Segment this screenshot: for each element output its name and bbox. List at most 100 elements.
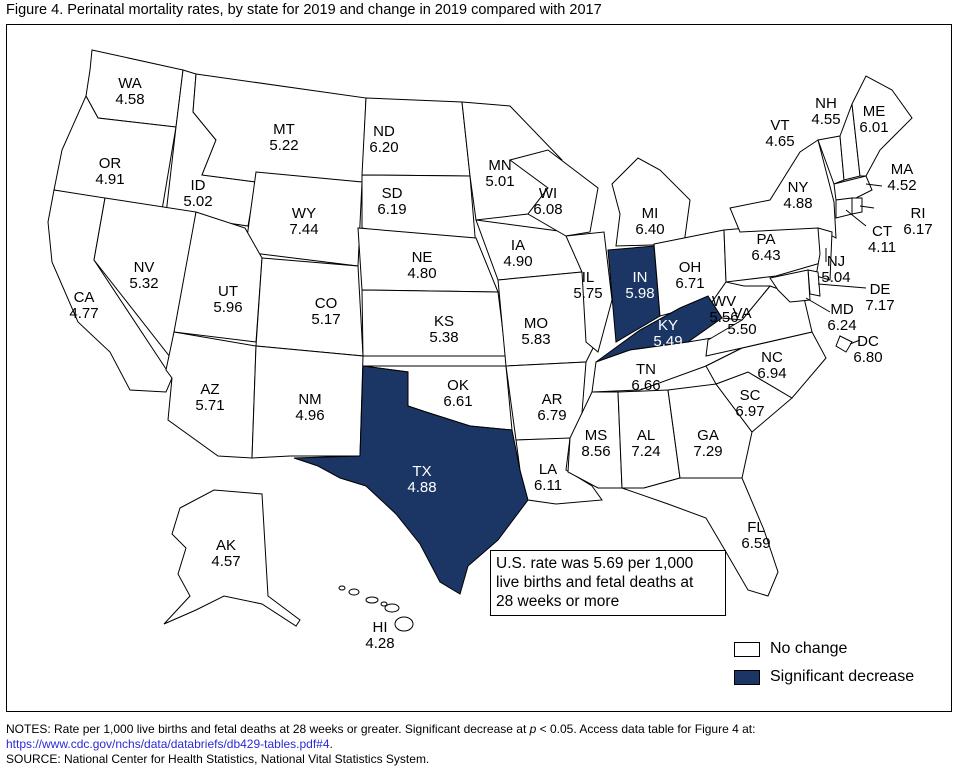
state-abbr-ut: UT bbox=[218, 283, 238, 300]
state-md bbox=[769, 269, 811, 303]
state-ny bbox=[729, 139, 837, 239]
state-rate-ct: 4.11 bbox=[868, 239, 896, 256]
state-abbr-ak: AK bbox=[216, 537, 236, 554]
state-abbr-hi: HI bbox=[373, 619, 388, 636]
note-line-2: live births and fetal deaths at bbox=[496, 574, 694, 591]
state-rate-ma: 4.52 bbox=[887, 177, 916, 194]
state-abbr-ks: KS bbox=[434, 313, 454, 330]
state-ri bbox=[851, 197, 863, 215]
state-abbr-wv: WV bbox=[712, 293, 736, 310]
state-rate-wa: 4.58 bbox=[115, 91, 144, 108]
state-rate-wy: 7.44 bbox=[289, 221, 318, 238]
state-rate-ia: 4.90 bbox=[503, 253, 532, 270]
state-rate-wi: 6.08 bbox=[533, 201, 562, 218]
note-line-3: 28 weeks or more bbox=[496, 593, 620, 610]
state-abbr-mn: MN bbox=[488, 157, 511, 174]
state-rate-md: 6.24 bbox=[827, 317, 856, 334]
state-rate-or: 4.91 bbox=[95, 171, 124, 188]
state-abbr-vt: VT bbox=[770, 117, 789, 134]
state-rate-ar: 6.79 bbox=[537, 407, 566, 424]
state-mi bbox=[611, 157, 691, 247]
state-rate-mi: 6.40 bbox=[635, 221, 664, 238]
state-ct bbox=[835, 197, 853, 219]
state-abbr-co: CO bbox=[315, 295, 338, 312]
state-abbr-ri: RI bbox=[911, 205, 926, 222]
state-abbr-or: OR bbox=[99, 155, 122, 172]
state-abbr-de: DE bbox=[870, 281, 891, 298]
state-wi bbox=[508, 149, 599, 237]
link-suffix: . bbox=[329, 737, 333, 751]
state-rate-ut: 5.96 bbox=[213, 299, 242, 316]
state-ak bbox=[163, 489, 301, 627]
leader-lines bbox=[805, 183, 883, 345]
state-abbr-nj: NJ bbox=[827, 253, 845, 270]
footer-notes: NOTES: Rate per 1,000 live births and fe… bbox=[6, 722, 755, 737]
state-rate-sd: 6.19 bbox=[377, 201, 406, 218]
state-rate-ky: 5.49 bbox=[653, 333, 682, 350]
state-rate-nh: 4.55 bbox=[811, 111, 840, 128]
state-rate-ny: 4.88 bbox=[783, 195, 812, 212]
state-abbr-ca: CA bbox=[74, 289, 95, 306]
state-rate-oh: 6.71 bbox=[675, 275, 704, 292]
state-abbr-nv: NV bbox=[134, 259, 155, 276]
state-abbr-ma: MA bbox=[891, 161, 914, 178]
state-rate-tn: 6.66 bbox=[631, 377, 660, 394]
state-rate-wv: 5.56 bbox=[709, 309, 738, 326]
state-rate-ms: 8.56 bbox=[581, 443, 610, 460]
state-dc bbox=[835, 335, 853, 353]
state-abbr-al: AL bbox=[637, 427, 655, 444]
state-co bbox=[255, 257, 364, 357]
legend-label-no-change: No change bbox=[770, 640, 848, 657]
state-abbr-nc: NC bbox=[761, 349, 783, 366]
state-abbr-ct: CT bbox=[872, 223, 892, 240]
footer-link-line: https://www.cdc.gov/nchs/data/databriefs… bbox=[6, 737, 755, 752]
state-abbr-id: ID bbox=[191, 177, 206, 194]
state-rate-ne: 4.80 bbox=[407, 265, 436, 282]
state-rate-az: 5.71 bbox=[195, 397, 224, 414]
map-frame bbox=[6, 24, 952, 712]
state-rate-ga: 7.29 bbox=[693, 443, 722, 460]
state-abbr-az: AZ bbox=[200, 381, 219, 398]
state-rate-al: 7.24 bbox=[631, 443, 660, 460]
state-rate-va: 5.50 bbox=[727, 321, 756, 338]
legend-significant-decrease: Significant decrease bbox=[734, 668, 914, 686]
state-abbr-sc: SC bbox=[740, 387, 761, 404]
state-rate-mn: 5.01 bbox=[485, 173, 514, 190]
state-rate-in: 5.98 bbox=[625, 285, 654, 302]
state-rate-mt: 5.22 bbox=[269, 137, 298, 154]
data-table-link[interactable]: https://www.cdc.gov/nchs/data/databriefs… bbox=[6, 737, 330, 751]
state-rate-tx: 4.88 bbox=[407, 479, 436, 496]
state-abbr-ok: OK bbox=[447, 377, 469, 394]
state-rate-hi: 4.28 bbox=[365, 635, 394, 652]
state-abbr-ms: MS bbox=[585, 427, 608, 444]
state-abbr-md: MD bbox=[830, 301, 853, 318]
state-rate-fl: 6.59 bbox=[741, 535, 770, 552]
legend-swatch-significant-decrease bbox=[734, 669, 760, 685]
state-abbr-in: IN bbox=[633, 269, 648, 286]
state-abbr-ky: KY bbox=[658, 317, 678, 334]
state-abbr-oh: OH bbox=[679, 259, 702, 276]
state-rate-la: 6.11 bbox=[534, 477, 562, 494]
state-ga bbox=[667, 383, 753, 479]
footer-source: SOURCE: National Center for Health Stati… bbox=[6, 752, 430, 766]
figure-title: Figure 4. Perinatal mortality rates, by … bbox=[6, 2, 602, 18]
legend-no-change: No change bbox=[734, 640, 847, 658]
notes-suffix: < 0.05. Access data table for Figure 4 a… bbox=[536, 722, 756, 736]
state-abbr-tx: TX bbox=[412, 463, 431, 480]
state-nj bbox=[815, 227, 833, 281]
state-rate-sc: 6.97 bbox=[735, 403, 764, 420]
state-rate-de: 7.17 bbox=[865, 297, 894, 314]
legend-label-significant-decrease: Significant decrease bbox=[770, 668, 915, 685]
state-abbr-tn: TN bbox=[636, 361, 656, 378]
state-abbr-ga: GA bbox=[697, 427, 719, 444]
state-abbr-la: LA bbox=[539, 461, 557, 478]
state-rate-vt: 4.65 bbox=[765, 133, 794, 150]
state-rate-nd: 6.20 bbox=[369, 139, 398, 156]
state-abbr-ia: IA bbox=[511, 237, 525, 254]
legend-swatch-no-change bbox=[734, 641, 760, 657]
state-rate-nv: 5.32 bbox=[129, 275, 158, 292]
note-line-1: U.S. rate was 5.69 per 1,000 bbox=[496, 555, 694, 572]
state-rate-dc: 6.80 bbox=[853, 349, 882, 366]
state-abbr-me: ME bbox=[863, 103, 886, 120]
